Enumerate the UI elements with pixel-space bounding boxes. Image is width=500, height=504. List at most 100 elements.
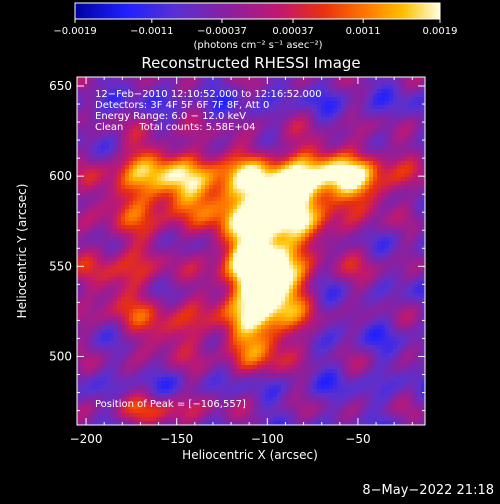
- heatmap-cell: [249, 157, 253, 161]
- heatmap-cell: [125, 149, 129, 153]
- heatmap-cell: [197, 177, 201, 181]
- heatmap-cell: [317, 237, 321, 241]
- heatmap-cell: [389, 185, 393, 189]
- heatmap-cell: [393, 113, 397, 117]
- heatmap-cell: [365, 177, 369, 181]
- heatmap-cell: [261, 297, 265, 301]
- heatmap-cell: [89, 301, 93, 305]
- heatmap-cell: [377, 249, 381, 253]
- heatmap-cell: [297, 301, 301, 305]
- heatmap-cell: [409, 145, 413, 149]
- heatmap-cell: [237, 301, 241, 305]
- heatmap-cell: [273, 181, 277, 185]
- heatmap-cell: [97, 145, 101, 149]
- heatmap-cell: [261, 201, 265, 205]
- heatmap-cell: [285, 229, 289, 233]
- heatmap-cell: [101, 289, 105, 293]
- heatmap-cell: [297, 193, 301, 197]
- heatmap-cell: [221, 261, 225, 265]
- heatmap-cell: [121, 217, 125, 221]
- heatmap-cell: [237, 289, 241, 293]
- heatmap-cell: [145, 77, 149, 81]
- heatmap-cell: [109, 257, 113, 261]
- heatmap-cell: [409, 173, 413, 177]
- heatmap-cell: [193, 293, 197, 297]
- heatmap-cell: [85, 157, 89, 161]
- heatmap-cell: [93, 229, 97, 233]
- heatmap-cell: [93, 153, 97, 157]
- heatmap-cell: [397, 169, 401, 173]
- heatmap-cell: [225, 261, 229, 265]
- heatmap-cell: [325, 233, 329, 237]
- heatmap-cell: [97, 189, 101, 193]
- heatmap-cell: [269, 113, 273, 117]
- heatmap-cell: [181, 221, 185, 225]
- heatmap-cell: [125, 273, 129, 277]
- heatmap-cell: [169, 241, 173, 245]
- heatmap-cell: [305, 81, 309, 85]
- heatmap-cell: [393, 85, 397, 89]
- heatmap-cell: [253, 249, 257, 253]
- heatmap-cell: [409, 297, 413, 301]
- heatmap-cell: [221, 301, 225, 305]
- heatmap-cell: [233, 205, 237, 209]
- heatmap-cell: [333, 221, 337, 225]
- heatmap-cell: [137, 193, 141, 197]
- heatmap-cell: [421, 189, 425, 193]
- heatmap-cell: [269, 209, 273, 213]
- heatmap-cell: [345, 77, 349, 81]
- heatmap-cell: [173, 213, 177, 217]
- heatmap-cell: [149, 213, 153, 217]
- heatmap-cell: [213, 297, 217, 301]
- heatmap-cell: [137, 237, 141, 241]
- heatmap-cell: [317, 161, 321, 165]
- heatmap-cell: [265, 217, 269, 221]
- heatmap-cell: [85, 169, 89, 173]
- heatmap-cell: [85, 133, 89, 137]
- heatmap-cell: [97, 293, 101, 297]
- heatmap-cell: [221, 265, 225, 269]
- heatmap-cell: [129, 169, 133, 173]
- heatmap-cell: [405, 105, 409, 109]
- heatmap-cell: [193, 197, 197, 201]
- heatmap-cell: [389, 129, 393, 133]
- heatmap-cell: [293, 145, 297, 149]
- heatmap-cell: [241, 157, 245, 161]
- heatmap-cell: [169, 165, 173, 169]
- heatmap-cell: [145, 217, 149, 221]
- heatmap-cell: [389, 277, 393, 281]
- heatmap-cell: [189, 197, 193, 201]
- heatmap-cell: [77, 161, 81, 165]
- heatmap-cell: [169, 141, 173, 145]
- heatmap-cell: [85, 261, 89, 265]
- heatmap-cell: [229, 157, 233, 161]
- heatmap-cell: [421, 81, 425, 85]
- heatmap-cell: [353, 209, 357, 213]
- heatmap-cell: [165, 301, 169, 305]
- heatmap-cell: [405, 153, 409, 157]
- heatmap-cell: [369, 101, 373, 105]
- heatmap-cell: [149, 229, 153, 233]
- heatmap-cell: [325, 249, 329, 253]
- heatmap-cell: [285, 125, 289, 129]
- heatmap-cell: [401, 289, 405, 293]
- heatmap-cell: [245, 285, 249, 289]
- heatmap-cell: [293, 81, 297, 85]
- heatmap-cell: [369, 253, 373, 257]
- heatmap-cell: [249, 233, 253, 237]
- heatmap-cell: [349, 165, 353, 169]
- colorbar-tick-label: −0.00037: [197, 26, 247, 37]
- heatmap-cell: [281, 197, 285, 201]
- heatmap-cell: [93, 261, 97, 265]
- heatmap-cell: [105, 141, 109, 145]
- heatmap-cell: [113, 205, 117, 209]
- heatmap-cell: [237, 269, 241, 273]
- heatmap-cell: [229, 281, 233, 285]
- heatmap-cell: [145, 273, 149, 277]
- heatmap-cell: [265, 289, 269, 293]
- heatmap-cell: [141, 169, 145, 173]
- heatmap-cell: [93, 293, 97, 297]
- heatmap-cell: [409, 101, 413, 105]
- heatmap-cell: [301, 157, 305, 161]
- heatmap-cell: [369, 169, 373, 173]
